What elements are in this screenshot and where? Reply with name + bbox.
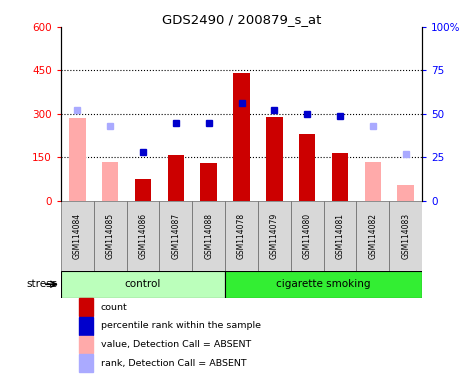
Bar bbox=[356, 201, 389, 271]
Text: GSM114079: GSM114079 bbox=[270, 213, 279, 259]
Bar bbox=[299, 134, 315, 201]
Bar bbox=[168, 154, 184, 201]
Text: GSM114085: GSM114085 bbox=[106, 213, 115, 259]
Bar bbox=[266, 117, 282, 201]
Text: GSM114086: GSM114086 bbox=[138, 213, 148, 259]
Bar bbox=[79, 317, 93, 335]
Bar bbox=[225, 271, 422, 298]
Text: GSM114078: GSM114078 bbox=[237, 213, 246, 259]
Text: GSM114082: GSM114082 bbox=[368, 213, 378, 259]
Bar bbox=[397, 185, 414, 201]
Bar bbox=[234, 73, 250, 201]
Text: cigarette smoking: cigarette smoking bbox=[276, 279, 371, 289]
Bar bbox=[201, 163, 217, 201]
Bar bbox=[102, 162, 118, 201]
Text: stress: stress bbox=[27, 279, 58, 289]
Bar bbox=[79, 298, 93, 316]
Bar bbox=[127, 201, 159, 271]
Bar bbox=[79, 354, 93, 372]
Text: control: control bbox=[125, 279, 161, 289]
Text: GSM114084: GSM114084 bbox=[73, 213, 82, 259]
Bar bbox=[389, 201, 422, 271]
Bar bbox=[225, 201, 258, 271]
Bar bbox=[61, 271, 225, 298]
Bar bbox=[61, 201, 94, 271]
Text: GSM114083: GSM114083 bbox=[401, 213, 410, 259]
Text: GSM114088: GSM114088 bbox=[204, 213, 213, 259]
Text: GSM114087: GSM114087 bbox=[171, 213, 181, 259]
Bar bbox=[192, 201, 225, 271]
Bar bbox=[135, 179, 151, 201]
Bar bbox=[332, 153, 348, 201]
Bar bbox=[324, 201, 356, 271]
Text: value, Detection Call = ABSENT: value, Detection Call = ABSENT bbox=[101, 340, 251, 349]
Bar bbox=[94, 201, 127, 271]
Bar bbox=[291, 201, 324, 271]
Text: GSM114080: GSM114080 bbox=[303, 213, 312, 259]
Bar bbox=[79, 336, 93, 353]
Bar bbox=[159, 201, 192, 271]
Bar bbox=[258, 201, 291, 271]
Text: rank, Detection Call = ABSENT: rank, Detection Call = ABSENT bbox=[101, 359, 246, 367]
Text: count: count bbox=[101, 303, 128, 312]
Text: GSM114081: GSM114081 bbox=[335, 213, 345, 259]
Text: percentile rank within the sample: percentile rank within the sample bbox=[101, 321, 261, 330]
Title: GDS2490 / 200879_s_at: GDS2490 / 200879_s_at bbox=[162, 13, 321, 26]
Bar bbox=[69, 118, 85, 201]
Bar bbox=[364, 162, 381, 201]
